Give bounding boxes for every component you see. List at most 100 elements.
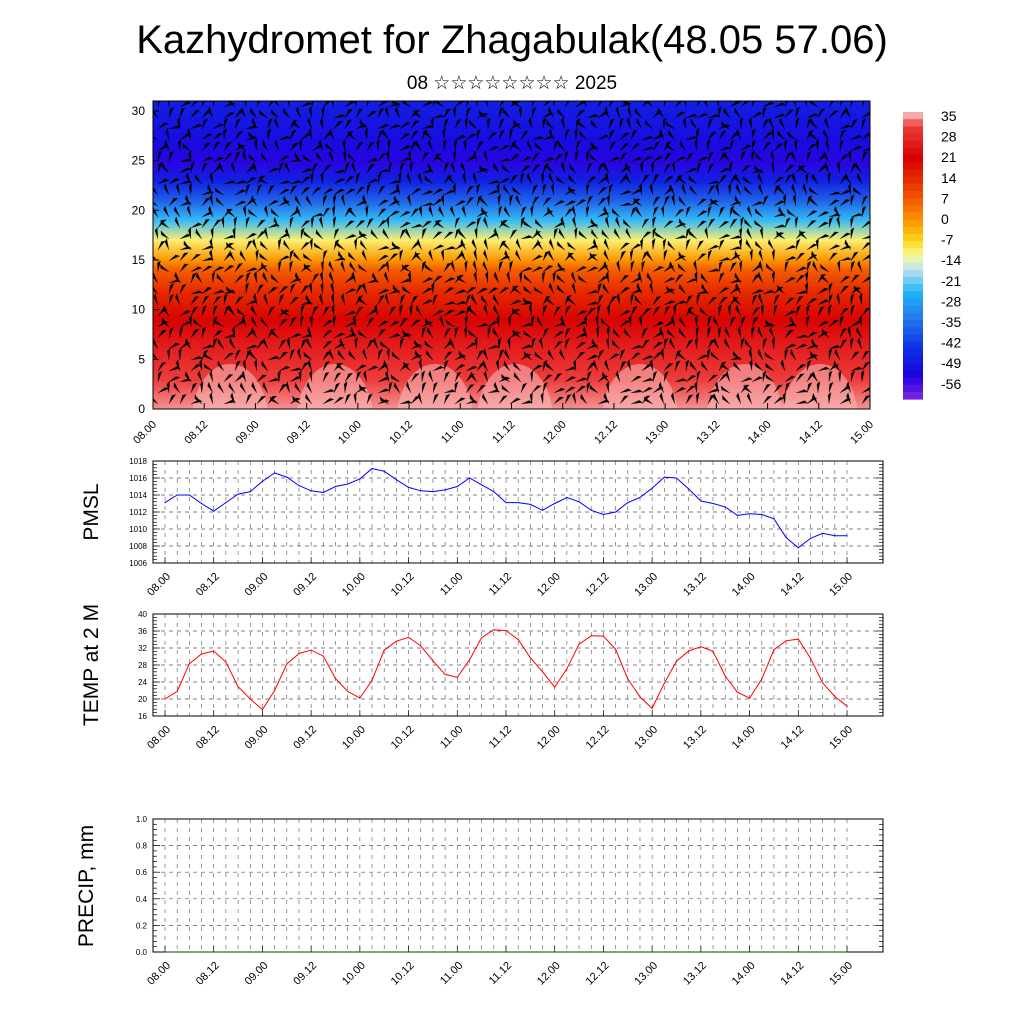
wind-barb	[421, 381, 427, 394]
wind-barb	[729, 316, 736, 328]
wind-barb	[806, 331, 818, 339]
wind-barb	[762, 337, 768, 350]
wind-barb	[684, 101, 687, 108]
wind-barb	[696, 156, 709, 163]
wind-barb	[751, 289, 764, 295]
wind-barb	[707, 326, 712, 339]
wind-barb	[474, 227, 478, 240]
wind-barb	[309, 238, 314, 251]
wind-barb	[377, 129, 385, 141]
wind-barb	[234, 189, 247, 196]
wind-barb	[520, 165, 531, 174]
wind-barb	[804, 282, 809, 295]
wind-barb	[533, 286, 544, 295]
wind-barb	[253, 293, 258, 306]
wind-barb	[602, 283, 610, 295]
wind-barb	[259, 110, 269, 119]
wind-barb	[343, 150, 347, 163]
wind-barb	[201, 142, 211, 152]
wind-barb	[585, 183, 590, 196]
wind-barb	[509, 260, 514, 273]
wind-barb	[289, 185, 297, 196]
wind-barb	[608, 118, 615, 130]
wind-barb	[553, 154, 564, 163]
wind-barb	[553, 330, 564, 339]
pmsl-data-point	[468, 477, 471, 479]
wind-barb	[716, 101, 720, 108]
wind-barb	[399, 333, 412, 339]
wind-barb	[828, 199, 840, 207]
colorbar-swatch	[903, 291, 923, 300]
wind-barb	[289, 283, 296, 295]
wind-barb	[817, 108, 826, 119]
wind-barb	[492, 327, 500, 339]
wind-barb	[850, 134, 863, 141]
colorbar-swatch	[903, 305, 923, 314]
wind-barb	[762, 132, 773, 141]
cross-section-y-tick-label: 10	[132, 303, 146, 317]
wind-barb	[417, 392, 423, 405]
wind-barb	[502, 108, 511, 119]
wind-barb	[757, 271, 764, 284]
wind-barb	[586, 162, 593, 174]
wind-barb	[445, 319, 456, 328]
pmsl-data-point	[408, 486, 410, 488]
wind-barb	[289, 333, 302, 339]
wind-barb	[315, 229, 324, 240]
wind-barb	[190, 253, 201, 262]
precip-data-point	[347, 951, 349, 953]
wind-barb	[305, 195, 313, 207]
wind-barb	[379, 396, 390, 405]
wind-barb	[377, 172, 382, 185]
wind-barb	[755, 152, 764, 163]
wind-barb	[303, 263, 313, 273]
wind-barb	[190, 296, 200, 306]
wind-barb	[322, 194, 328, 207]
colorbar-swatch	[903, 205, 923, 214]
wind-barb	[729, 205, 735, 218]
wind-barb	[305, 393, 313, 405]
wind-barb	[311, 305, 319, 317]
wind-barb	[399, 122, 411, 130]
pmsl-data-point	[493, 491, 495, 493]
wind-barb	[828, 381, 834, 394]
precip-panel: 0.00.20.40.60.81.008.00 08.12 09.00 09.12 10…	[75, 815, 884, 988]
wind-barb	[372, 337, 379, 350]
wind-barb	[443, 139, 447, 152]
pmsl-x-tick-label: 11.12	[487, 571, 514, 598]
pmsl-data-point	[213, 510, 215, 512]
temp-data-point	[834, 695, 836, 698]
wind-barb	[399, 294, 406, 306]
wind-barb	[591, 338, 599, 350]
wind-barb	[685, 135, 698, 141]
wind-barb	[201, 305, 208, 317]
wind-barb	[630, 352, 641, 361]
wind-barb	[529, 392, 533, 405]
wind-barb	[278, 339, 287, 350]
wind-barb	[568, 174, 577, 185]
wind-barb	[320, 282, 324, 295]
wind-barb	[399, 249, 404, 262]
wind-barb	[828, 231, 839, 240]
precip-data-point	[724, 951, 726, 953]
wind-barb	[454, 300, 467, 306]
wind-barb	[168, 283, 175, 295]
wind-barb	[608, 101, 614, 108]
wind-barb	[410, 295, 419, 306]
wind-barb	[344, 176, 355, 185]
wind-barb	[751, 101, 755, 108]
wind-barb	[649, 282, 654, 295]
wind-barb	[289, 349, 295, 361]
wind-barb	[665, 143, 676, 152]
wind-barb	[509, 229, 518, 240]
wind-barb	[190, 272, 197, 284]
wind-barb	[432, 365, 445, 372]
wind-barb	[294, 195, 302, 207]
wind-barb	[208, 249, 214, 262]
wind-barb	[251, 161, 258, 174]
pmsl-data-point	[310, 490, 312, 492]
wind-barb	[500, 220, 511, 229]
temp-data-point	[505, 630, 507, 632]
wind-barb	[355, 295, 363, 306]
wind-barb	[465, 197, 475, 207]
